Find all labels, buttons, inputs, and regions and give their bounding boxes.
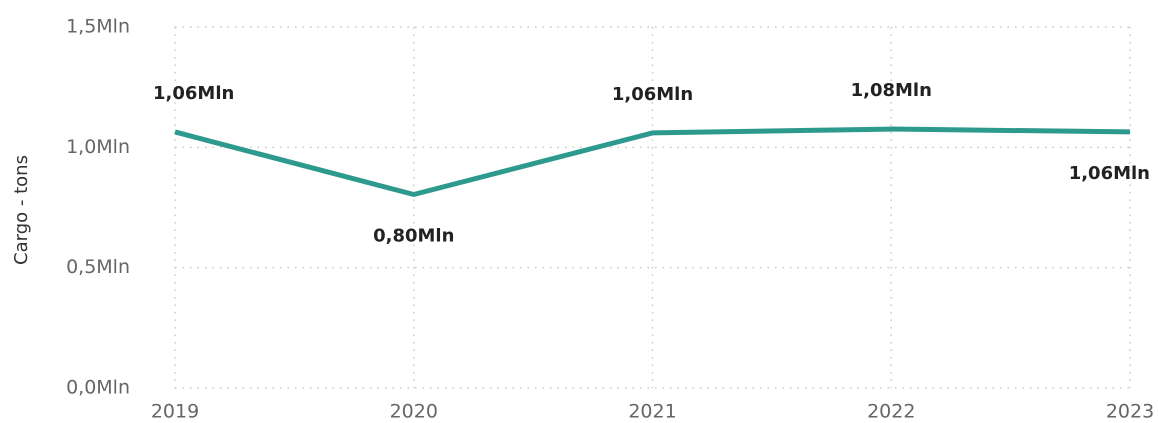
x-tick-label: 2019 xyxy=(151,401,199,423)
data-label: 1,06Mln xyxy=(153,83,234,104)
y-tick-label: 1,5Mln xyxy=(66,16,130,38)
data-label: 0,80Mln xyxy=(373,226,454,247)
y-axis-label: Cargo - tons xyxy=(11,155,32,265)
x-tick-label: 2023 xyxy=(1106,401,1154,423)
line xyxy=(174,126,1131,198)
x-tick-label: 2022 xyxy=(867,401,915,423)
data-label: 1,06Mln xyxy=(612,84,693,105)
y-tick-label: 0,0Mln xyxy=(66,377,130,399)
y-tick-label: 1,0Mln xyxy=(66,136,130,158)
data-label: 1,08Mln xyxy=(851,80,932,101)
data-label: 1,06Mln xyxy=(1069,163,1150,184)
x-tick-label: 2020 xyxy=(390,401,438,423)
x-tick-label: 2021 xyxy=(628,401,676,423)
y-tick-label: 0,5Mln xyxy=(66,256,130,278)
